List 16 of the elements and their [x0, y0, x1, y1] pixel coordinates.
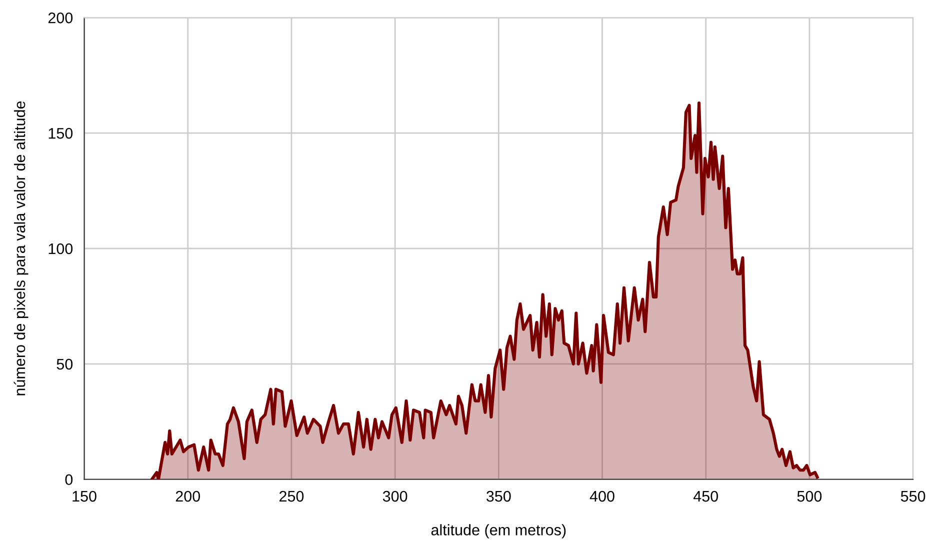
- y-tick-label: 100: [48, 243, 73, 254]
- x-tick-label: 550: [900, 490, 926, 502]
- y-tick-label: 50: [56, 358, 73, 370]
- x-tick-label: 150: [72, 490, 96, 502]
- x-tick-label: 450: [693, 490, 718, 502]
- x-axis-title: altitude (em metros): [431, 524, 566, 538]
- x-tick-label: 300: [382, 490, 408, 502]
- x-tick-label: 200: [176, 490, 200, 502]
- y-tick-label: 200: [48, 12, 73, 24]
- x-tick-label: 400: [590, 490, 614, 502]
- y-tick-label: 0: [65, 474, 73, 486]
- x-tick-label: 350: [486, 490, 511, 502]
- y-tick-label: 150: [48, 128, 73, 139]
- x-tick-label: 250: [279, 490, 304, 502]
- y-axis-title: número de pixels para vala valor de altitude: [14, 101, 28, 396]
- x-tick-label: 500: [797, 490, 822, 502]
